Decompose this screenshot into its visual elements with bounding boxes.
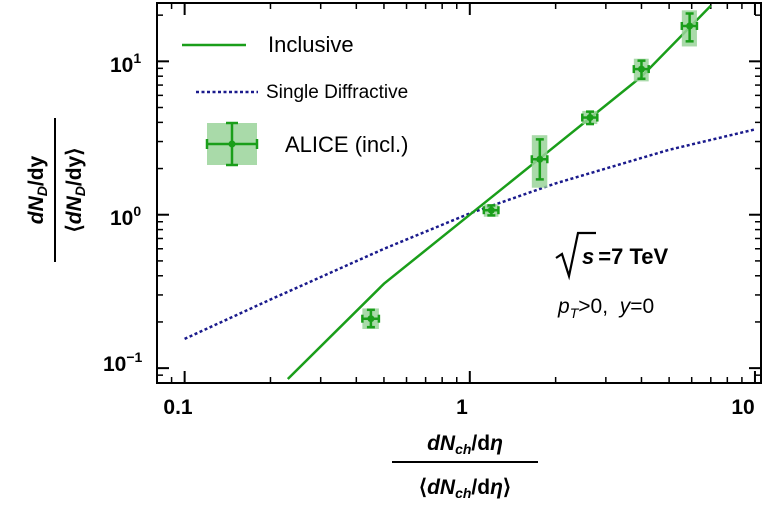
svg-text:s=7 TeV: s =7 TeV xyxy=(582,244,668,269)
x-tick-label-0: 0.1 xyxy=(163,396,193,419)
y-axis-ticks xyxy=(157,14,761,384)
cuts-annotation: pT>0, y=0 xyxy=(557,295,654,321)
alice-point-4 xyxy=(632,58,650,82)
alice-marker-2 xyxy=(536,155,544,163)
legend-inclusive-label: Inclusive xyxy=(268,32,354,57)
y-tick-label-1: 100 xyxy=(110,203,141,230)
series-single-diffractive-line xyxy=(184,128,756,341)
x-tick-label-1: 1 xyxy=(456,396,468,419)
alice-marker-5 xyxy=(686,22,694,30)
x-axis-ticks xyxy=(156,3,756,383)
alice-point-0 xyxy=(361,308,381,329)
alice-point-1 xyxy=(482,204,500,217)
svg-text:⟨dNch/dη⟩: ⟨dNch/dη⟩ xyxy=(419,476,511,501)
energy-annotation: s =7 TeV xyxy=(555,231,668,281)
plot-frame xyxy=(156,2,762,384)
svg-text:dNch/dη: dNch/dη xyxy=(427,432,503,457)
y-axis-title: dND/dy ⟨dND/dy⟩ xyxy=(25,118,88,262)
legend-alice-swatch xyxy=(205,121,259,167)
svg-text:10−1: 10−1 xyxy=(103,349,143,376)
alice-marker-3 xyxy=(586,114,594,122)
svg-text:⟨dND/dy⟩: ⟨dND/dy⟩ xyxy=(63,148,88,233)
sqrt-symbol xyxy=(555,231,596,281)
x-axis-title: dNch/dη ⟨dNch/dη⟩ xyxy=(392,432,538,501)
x-tick-label-2: 10 xyxy=(731,396,754,419)
legend: Inclusive Single Diffractive ALICE (incl… xyxy=(182,32,408,167)
svg-text:dND/dy: dND/dy xyxy=(25,155,50,224)
series-alice-points xyxy=(361,10,699,329)
svg-text:100: 100 xyxy=(110,203,141,230)
svg-text:101: 101 xyxy=(110,50,141,77)
legend-alice-label: ALICE (incl.) xyxy=(285,132,408,157)
alice-point-2 xyxy=(530,135,549,188)
alice-marker-4 xyxy=(637,65,645,73)
alice-marker-0 xyxy=(367,315,375,323)
legend-single-diffractive-label: Single Diffractive xyxy=(266,82,408,103)
alice-point-5 xyxy=(680,10,699,47)
svg-text:pT>0, y=0: pT>0, y=0 xyxy=(557,295,654,321)
series-inclusive-line xyxy=(286,4,712,380)
y-tick-label-0: 10−1 xyxy=(103,349,143,376)
y-tick-label-2: 101 xyxy=(110,50,141,77)
alice-marker-1 xyxy=(487,206,495,214)
alice-point-3 xyxy=(581,110,599,126)
